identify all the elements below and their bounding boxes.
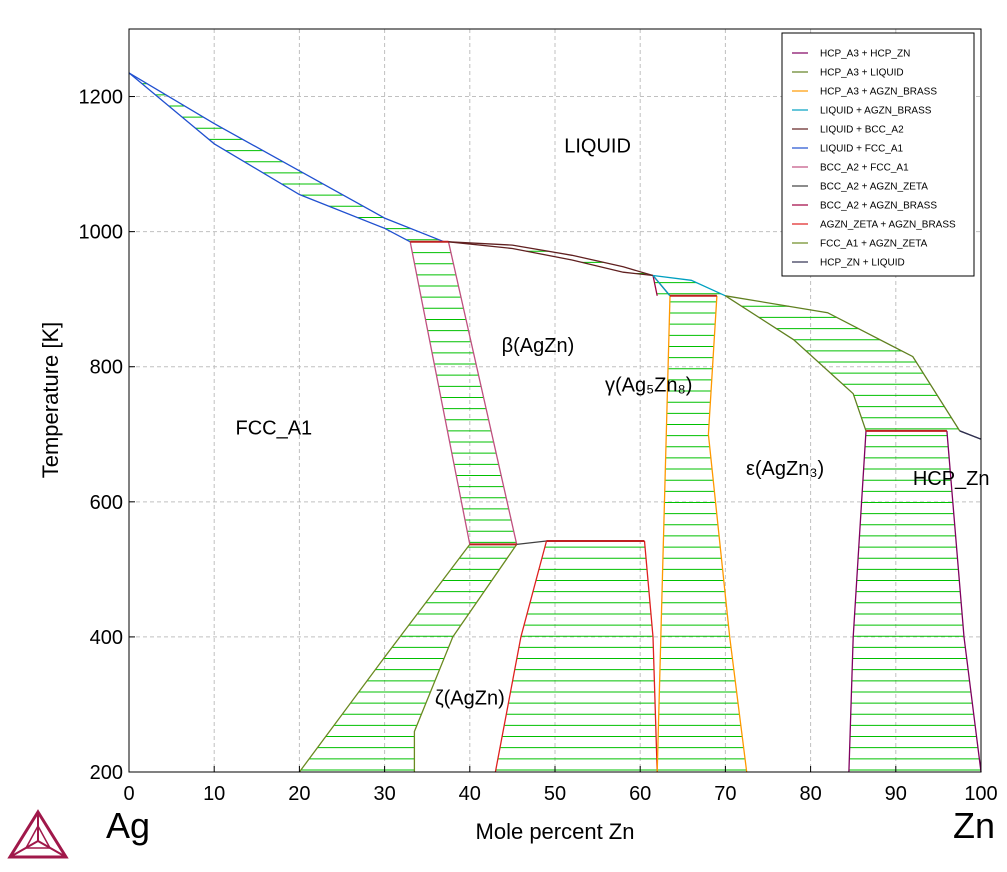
- phase-region-7: [652, 274, 726, 297]
- phase-region-10: [848, 429, 982, 773]
- legend-entry: HCP_ZN + LIQUID: [820, 258, 905, 269]
- phase-boundary: [656, 295, 671, 773]
- y-tick-label: 200: [90, 762, 123, 784]
- thermo-calc-logo-icon: [7, 809, 69, 859]
- phase-boundary: [725, 295, 867, 432]
- phase-boundary: [643, 540, 658, 773]
- phase-boundary: [409, 241, 471, 545]
- legend-entry: BCC_A2 + AGZN_BRASS: [820, 201, 937, 212]
- phase-region-2: [448, 241, 654, 277]
- phase-labels: LIQUID β(AgZn) γ(Ag₅Zn₈) FCC_A1 ε(AgZn₃) HCP_…: [235, 136, 989, 710]
- phase-boundary: [725, 295, 961, 432]
- phase-label: HCP_Zn: [913, 468, 990, 490]
- legend-items: HCP_A3 + HCP_ZN HCP_A3 + LIQUID HCP_A3 + A…: [792, 49, 956, 269]
- x-tick-label: 70: [714, 783, 736, 805]
- ticks-layer: 0 10 20 30 40 50 60 70 80 90 100 200 400 600 800 1000 12…: [79, 87, 998, 805]
- phase-boundary: [128, 72, 411, 243]
- left-component-label: Ag: [106, 805, 150, 846]
- phase-boundary: [447, 241, 518, 545]
- phase-label: LIQUID: [564, 136, 631, 158]
- phase-boundary: [494, 540, 548, 773]
- y-tick-label: 600: [90, 492, 123, 514]
- y-tick-label: 1200: [79, 87, 124, 109]
- phase-region-0: [128, 72, 445, 243]
- y-axis-title: Temperature [K]: [38, 322, 63, 479]
- x-tick-label: 40: [459, 783, 481, 805]
- x-tick-label: 50: [544, 783, 566, 805]
- phase-boundary: [128, 72, 445, 243]
- phase-region-5: [298, 543, 518, 773]
- legend-entry: BCC_A2 + AGZN_ZETA: [820, 182, 928, 193]
- grid-layer: [129, 29, 981, 772]
- phase-boundary: [848, 430, 867, 773]
- x-tick-label: 10: [203, 783, 225, 805]
- phase-boundary: [448, 241, 654, 277]
- legend-entry: LIQUID + FCC_A1: [820, 144, 904, 155]
- y-tick-label: 800: [90, 357, 123, 379]
- phase-boundary: [707, 295, 748, 773]
- x-tick-label: 100: [964, 783, 997, 805]
- phase-region-9: [725, 295, 961, 432]
- phase-region-1: [409, 240, 518, 545]
- legend-entry: AGZN_ZETA + AGZN_BRASS: [820, 220, 956, 231]
- phase-label: γ(Ag₅Zn₈): [605, 375, 692, 397]
- phase-region-6: [494, 539, 658, 773]
- x-tick-label: 0: [123, 783, 134, 805]
- phase-boundary: [413, 544, 518, 772]
- legend-entry: FCC_A1 + AGZN_ZETA: [820, 239, 928, 250]
- legend-entry: LIQUID + AGZN_BRASS: [820, 106, 932, 117]
- phase-boundary: [652, 275, 671, 297]
- phase-boundary: [959, 430, 982, 440]
- legend-entry: HCP_A3 + LIQUID: [820, 68, 904, 79]
- legend-entry: BCC_A2 + FCC_A1: [820, 163, 909, 174]
- y-tick-label: 400: [90, 627, 123, 649]
- phase-boundary: [652, 275, 658, 296]
- phase-label: ε(AgZn₃): [746, 458, 824, 480]
- x-tick-label: 30: [373, 783, 395, 805]
- legend-entry: HCP_A3 + HCP_ZN: [820, 49, 910, 60]
- phase-boundary: [298, 544, 471, 773]
- phase-boundary: [946, 430, 982, 773]
- x-tick-label: 20: [288, 783, 310, 805]
- x-tick-label: 60: [629, 783, 651, 805]
- legend-entry: HCP_A3 + AGZN_BRASS: [820, 87, 937, 98]
- x-tick-label: 80: [799, 783, 821, 805]
- legend: HCP_A3 + HCP_ZN HCP_A3 + LIQUID HCP_A3 + A…: [781, 32, 975, 277]
- phase-label: FCC_A1: [235, 417, 312, 439]
- phase-region-8: [656, 294, 748, 773]
- phase-boundary: [652, 274, 726, 297]
- regions-layer: [128, 72, 982, 773]
- legend-entry: LIQUID + BCC_A2: [820, 125, 904, 136]
- phase-boundary: [448, 241, 654, 277]
- phase-region-11: [959, 430, 982, 440]
- phase-label: ζ(AgZn): [435, 687, 505, 709]
- x-axis-title: Mole percent Zn: [476, 819, 635, 844]
- legend-box: [781, 32, 975, 277]
- phase-label: β(AgZn): [502, 335, 575, 357]
- right-component-label: Zn: [953, 805, 995, 846]
- phase-boundary: [516, 540, 547, 546]
- y-tick-label: 1000: [79, 222, 124, 244]
- x-tick-label: 90: [885, 783, 907, 805]
